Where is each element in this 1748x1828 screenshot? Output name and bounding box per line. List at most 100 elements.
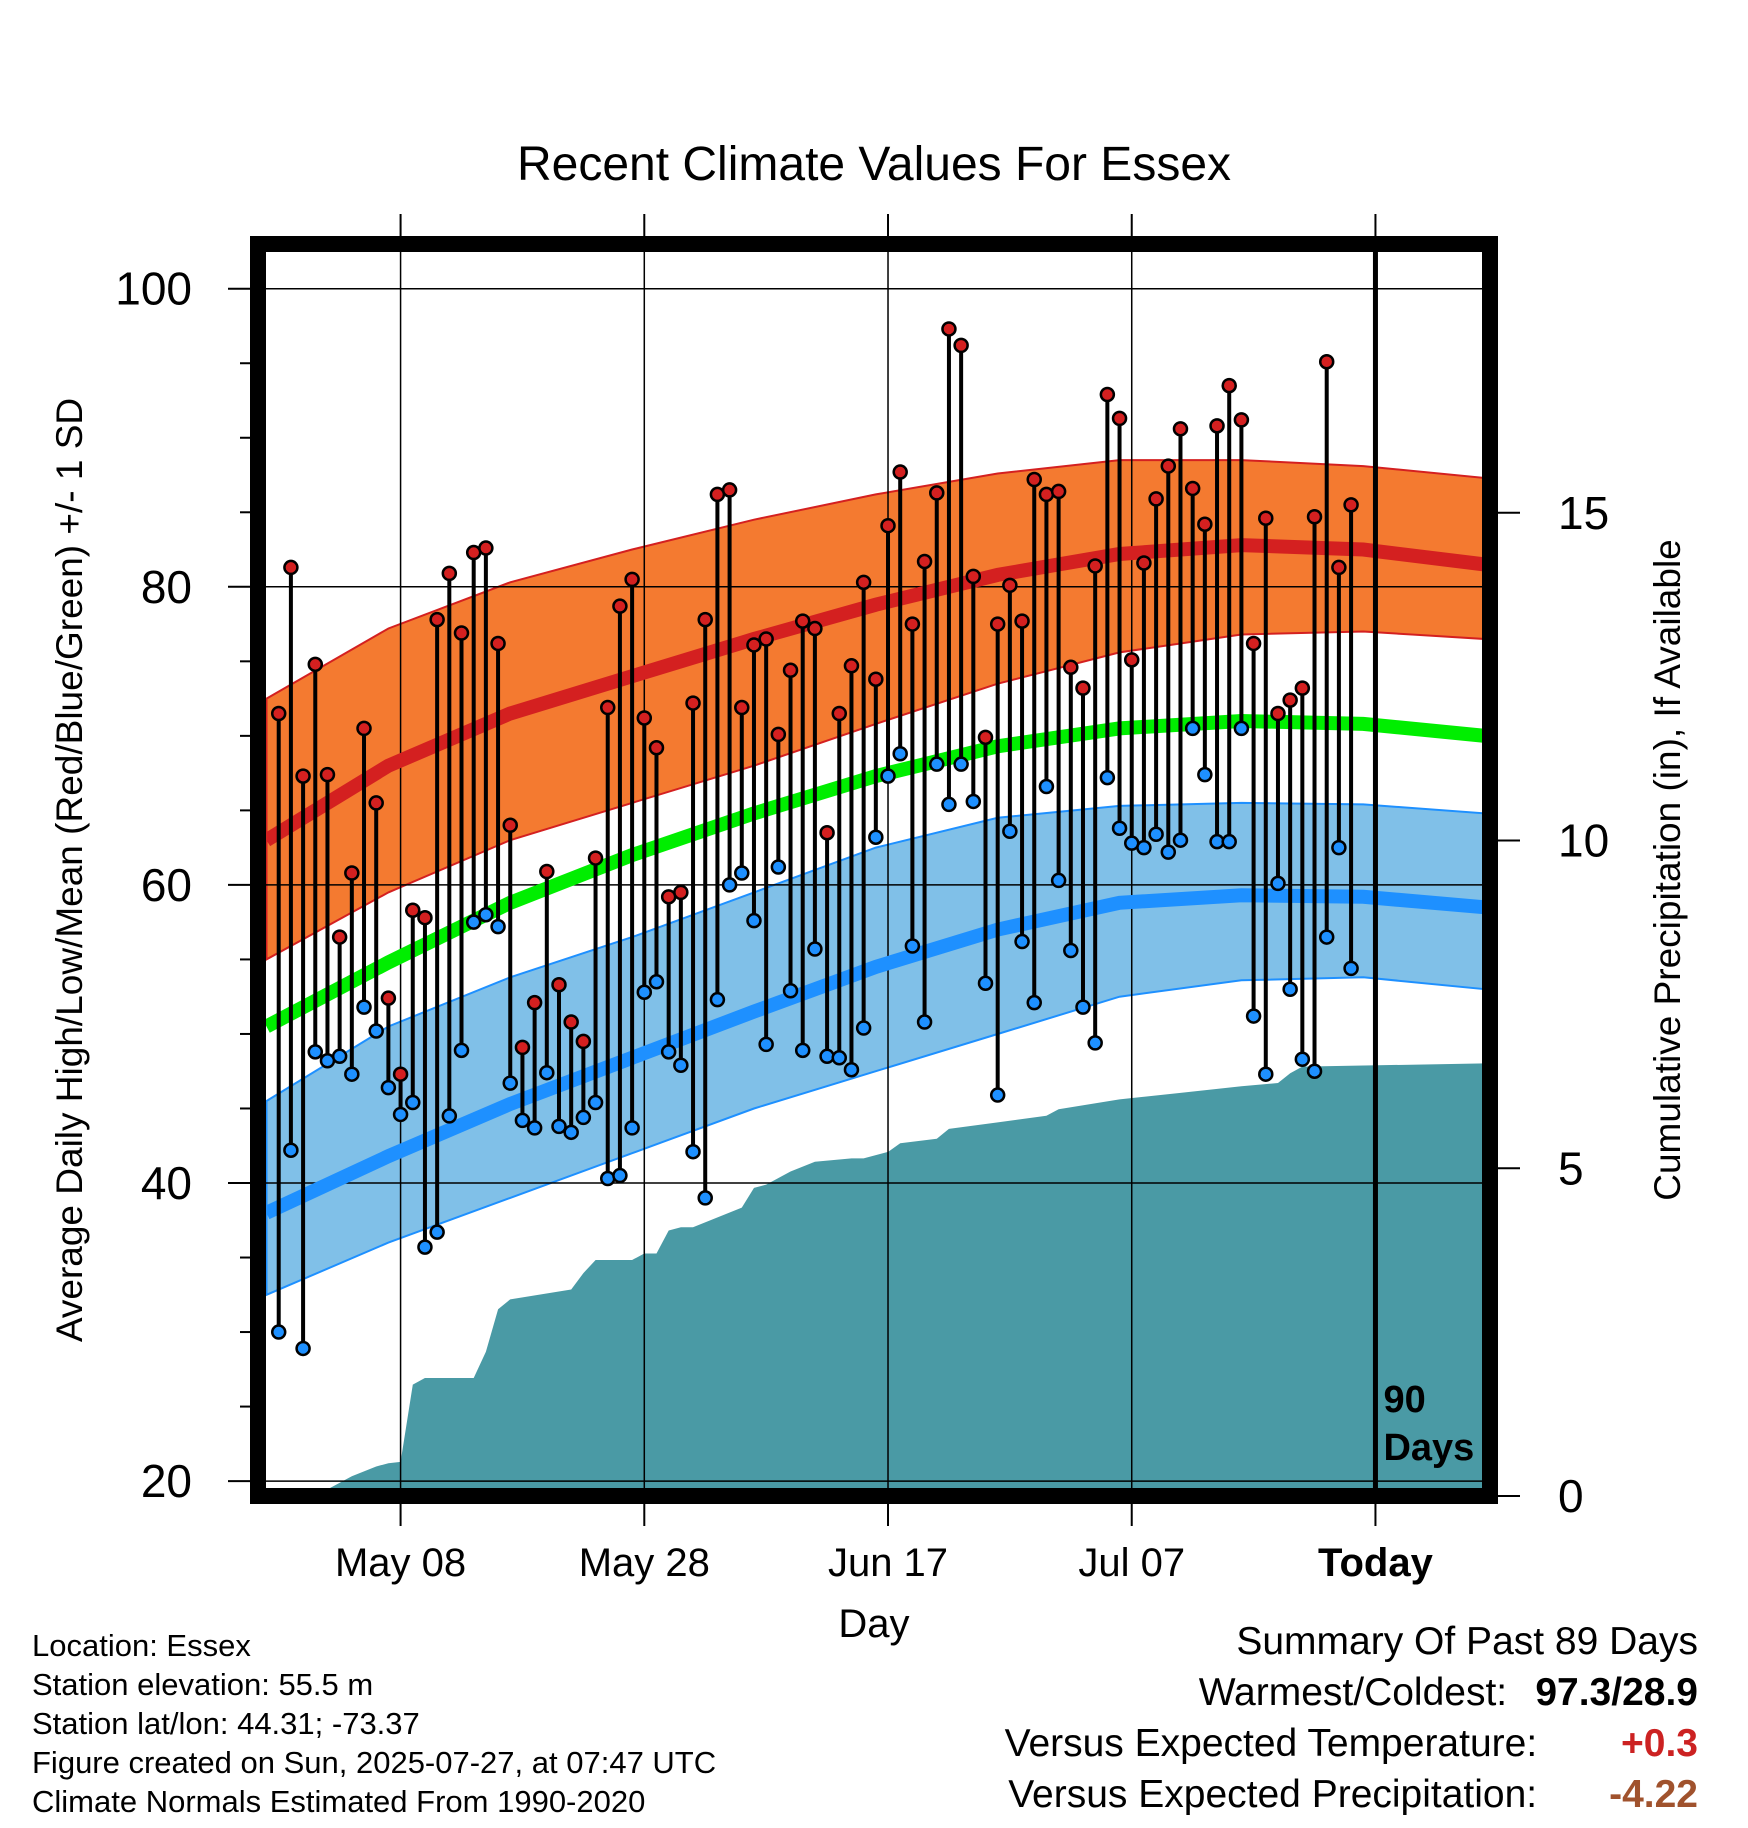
daily-high-point xyxy=(855,574,872,591)
daily-low-point xyxy=(1306,1063,1323,1079)
daily-high-point xyxy=(539,863,555,880)
daily-high-point xyxy=(673,884,689,901)
daily-low-point xyxy=(1282,981,1298,997)
daily-high-point xyxy=(624,571,640,588)
daily-high-point xyxy=(1136,555,1152,571)
daily-low-point xyxy=(356,999,372,1015)
y2-axis-label: Cumulative Precipitation (in), If Availa… xyxy=(1647,539,1688,1201)
y-tick-label: 80 xyxy=(141,561,192,613)
daily-low-point xyxy=(405,1094,421,1111)
daily-high-point xyxy=(697,611,713,628)
daily-low-point xyxy=(977,975,994,992)
daily-high-point xyxy=(929,485,945,501)
daily-high-point xyxy=(636,710,653,726)
daily-low-point xyxy=(1111,820,1128,837)
daily-high-point xyxy=(526,994,543,1011)
daily-low-point xyxy=(855,1020,872,1036)
y-tick-label: 20 xyxy=(141,1455,192,1507)
daily-high-point xyxy=(782,662,799,679)
daily-high-point xyxy=(1258,510,1274,526)
daily-low-point xyxy=(685,1143,701,1160)
daily-high-point xyxy=(514,1039,531,1056)
y-tick-label: 60 xyxy=(141,859,192,911)
daily-high-point xyxy=(1209,418,1225,434)
daily-high-point xyxy=(1343,497,1359,513)
daily-high-point xyxy=(1087,558,1103,574)
daily-low-point xyxy=(465,914,482,930)
plot-area xyxy=(258,244,1490,1496)
daily-low-point xyxy=(929,756,945,772)
daily-low-point xyxy=(1002,823,1018,839)
daily-low-point xyxy=(1063,942,1079,959)
daily-low-point xyxy=(1245,1008,1262,1024)
daily-low-point xyxy=(758,1036,774,1053)
daily-low-point xyxy=(807,941,823,957)
daily-low-point xyxy=(660,1044,677,1060)
x-axis-label: Day xyxy=(838,1602,909,1646)
y-tick-label: 40 xyxy=(141,1157,192,1209)
daily-high-point xyxy=(1318,353,1335,370)
daily-low-point xyxy=(1136,839,1152,856)
daily-low-point xyxy=(1075,999,1091,1015)
warmest-coldest-row: Warmest/Coldest: 97.3/28.9 xyxy=(1005,1667,1698,1718)
daily-low-point xyxy=(941,796,957,813)
daily-high-point xyxy=(843,658,860,674)
y-axis-label: Average Daily High/Low/Mean (Red/Blue/Gr… xyxy=(49,398,90,1342)
daily-low-point xyxy=(1233,720,1250,737)
daily-high-point xyxy=(892,464,908,480)
daily-low-point xyxy=(331,1048,348,1065)
daily-high-point xyxy=(831,705,848,722)
daily-low-point xyxy=(673,1057,689,1074)
temp-anomaly-row: Versus Expected Temperature: +0.3 xyxy=(1005,1718,1698,1769)
daily-high-point xyxy=(563,1014,579,1030)
daily-high-point xyxy=(356,720,372,737)
daily-high-point xyxy=(392,1066,409,1082)
daily-high-point xyxy=(1294,680,1311,696)
daily-high-point xyxy=(1331,559,1347,576)
daily-low-point xyxy=(1148,826,1164,842)
daily-high-point xyxy=(429,611,445,628)
daily-high-point xyxy=(283,559,299,576)
daily-high-point xyxy=(599,699,616,716)
daily-low-point xyxy=(1197,766,1213,783)
daily-high-point xyxy=(807,620,823,637)
daily-high-point xyxy=(904,616,921,632)
daily-high-point xyxy=(1038,486,1055,503)
daily-low-point xyxy=(490,918,506,935)
daily-high-point xyxy=(770,726,787,743)
daily-high-point xyxy=(977,729,994,746)
daily-high-point xyxy=(368,795,384,811)
daily-values xyxy=(270,321,1359,1357)
daily-high-point xyxy=(868,671,884,687)
daily-low-point xyxy=(965,793,982,810)
daily-low-point xyxy=(636,984,653,1000)
daily-high-point xyxy=(551,977,567,993)
daily-high-point xyxy=(1111,410,1128,427)
x-tick-label: Today xyxy=(1318,1541,1434,1585)
daily-low-point xyxy=(429,1224,445,1240)
daily-low-point xyxy=(1184,720,1201,737)
daily-high-point xyxy=(612,598,628,614)
daily-high-point xyxy=(794,613,811,629)
daily-low-point xyxy=(624,1120,640,1136)
daily-high-point xyxy=(746,637,762,653)
daily-high-point xyxy=(685,695,701,711)
daily-low-point xyxy=(734,865,750,881)
daily-low-point xyxy=(417,1239,433,1255)
daily-high-point xyxy=(307,656,324,673)
daily-high-point xyxy=(734,699,750,716)
daily-low-point xyxy=(709,991,726,1008)
daily-high-point xyxy=(1075,680,1091,696)
created-text: Figure created on Sun, 2025-07-27, at 07… xyxy=(32,1745,717,1780)
daily-low-point xyxy=(794,1042,811,1059)
daily-low-point xyxy=(575,1109,592,1126)
daily-high-point xyxy=(417,909,433,926)
daily-high-point xyxy=(1245,635,1262,652)
daily-low-point xyxy=(831,1050,848,1066)
normals-text: Climate Normals Estimated From 1990-2020 xyxy=(32,1784,646,1819)
daily-high-point xyxy=(1002,577,1018,594)
daily-low-point xyxy=(612,1167,628,1184)
daily-high-point xyxy=(502,817,518,834)
daily-low-point xyxy=(1099,769,1116,786)
daily-high-point xyxy=(1197,516,1213,532)
